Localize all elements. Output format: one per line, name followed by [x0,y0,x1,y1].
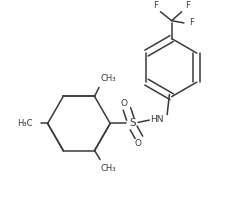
Text: O: O [135,139,142,148]
Text: H₃C: H₃C [17,119,33,128]
Text: O: O [120,99,127,108]
Text: F: F [189,18,194,27]
Text: S: S [129,119,136,128]
Text: F: F [185,1,190,10]
Text: CH₃: CH₃ [100,164,116,173]
Text: F: F [154,1,158,10]
Text: HN: HN [150,114,164,124]
Text: CH₃: CH₃ [100,74,116,83]
